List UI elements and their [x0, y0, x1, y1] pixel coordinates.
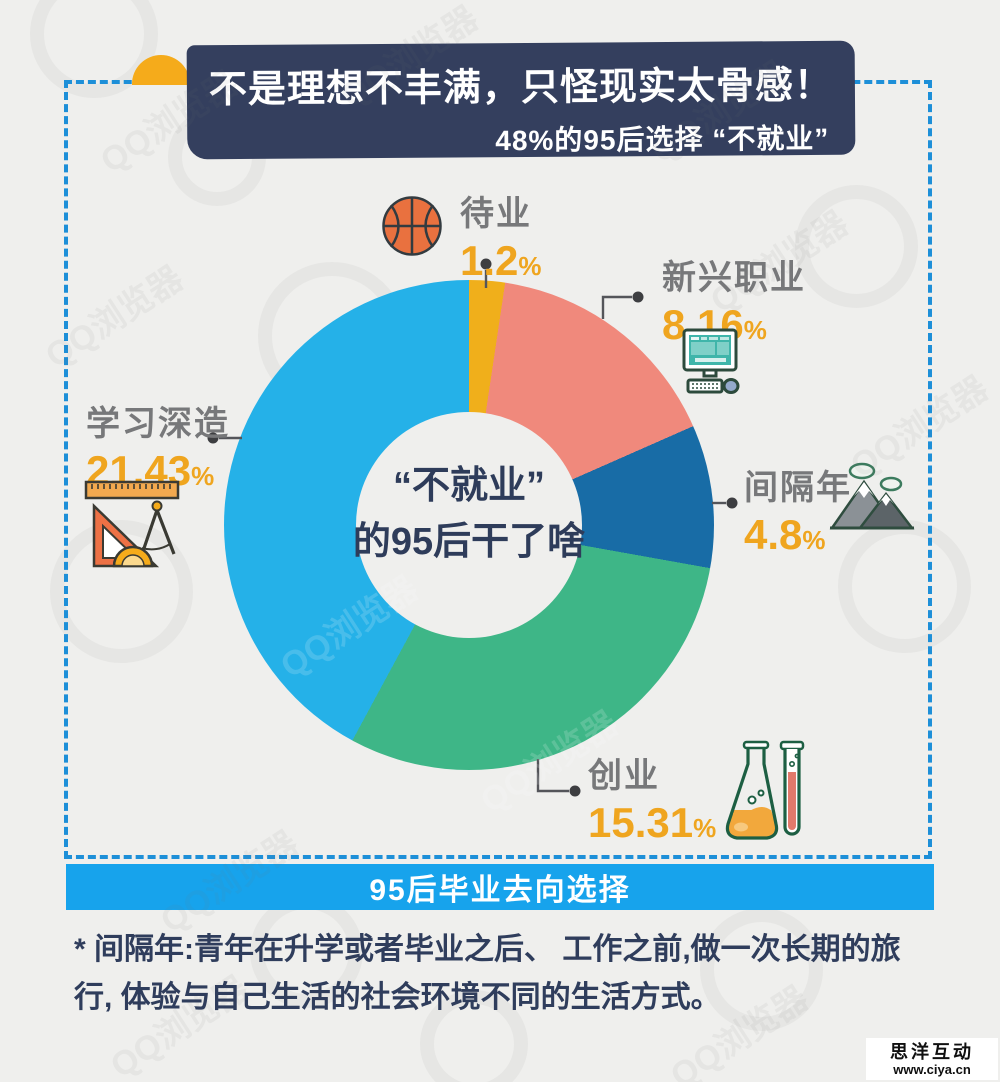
ruler-compass-icon — [84, 480, 180, 568]
callout-daiye: 待业 1.2% — [460, 186, 542, 285]
slice-label: 新兴职业 — [662, 259, 806, 297]
chart-center-label: “不就业” 的95后干了啥 — [336, 458, 602, 570]
percent-sign: % — [743, 315, 767, 345]
slice-label: 创业 — [588, 757, 660, 795]
callout-startup: 创业 15.31% — [588, 748, 716, 847]
percent-sign: % — [693, 813, 717, 843]
callout-study: 学习深造 21.43% — [86, 396, 230, 495]
callout-gapyear: 间隔年 4.8% — [744, 460, 852, 559]
chart-center-line2: 的95后干了啥 — [352, 521, 586, 563]
slice-label: 待业 — [460, 195, 532, 233]
flask-icon — [725, 740, 805, 840]
caption-bar-label: 95后毕业去向选择 — [369, 874, 631, 907]
credit-name: 思洋互动 — [890, 1041, 974, 1062]
slice-value: 4.8 — [744, 511, 803, 558]
computer-icon — [682, 328, 740, 394]
slice-value: 1.2 — [460, 237, 519, 284]
percent-sign: % — [191, 461, 215, 491]
basketball-icon — [382, 196, 442, 256]
chart-center-line1: “不就业” — [392, 465, 545, 507]
percent-sign: % — [518, 251, 542, 281]
slice-label: 间隔年 — [744, 469, 852, 507]
credit-box: 思洋互动 www.ciya.cn — [866, 1038, 998, 1080]
slice-value: 15.31 — [588, 799, 694, 846]
footnote-text: * 间隔年:青年在升学或者毕业之后、 工作之前,做一次长期的旅行, 体验与自己生… — [74, 933, 901, 1014]
mountain-icon — [829, 462, 915, 530]
caption-bar: 95后毕业去向选择 — [66, 864, 934, 910]
credit-url: www.ciya.cn — [893, 1061, 971, 1077]
percent-sign: % — [802, 525, 826, 555]
donut-hole — [356, 412, 582, 638]
slice-label: 学习深造 — [86, 405, 230, 443]
